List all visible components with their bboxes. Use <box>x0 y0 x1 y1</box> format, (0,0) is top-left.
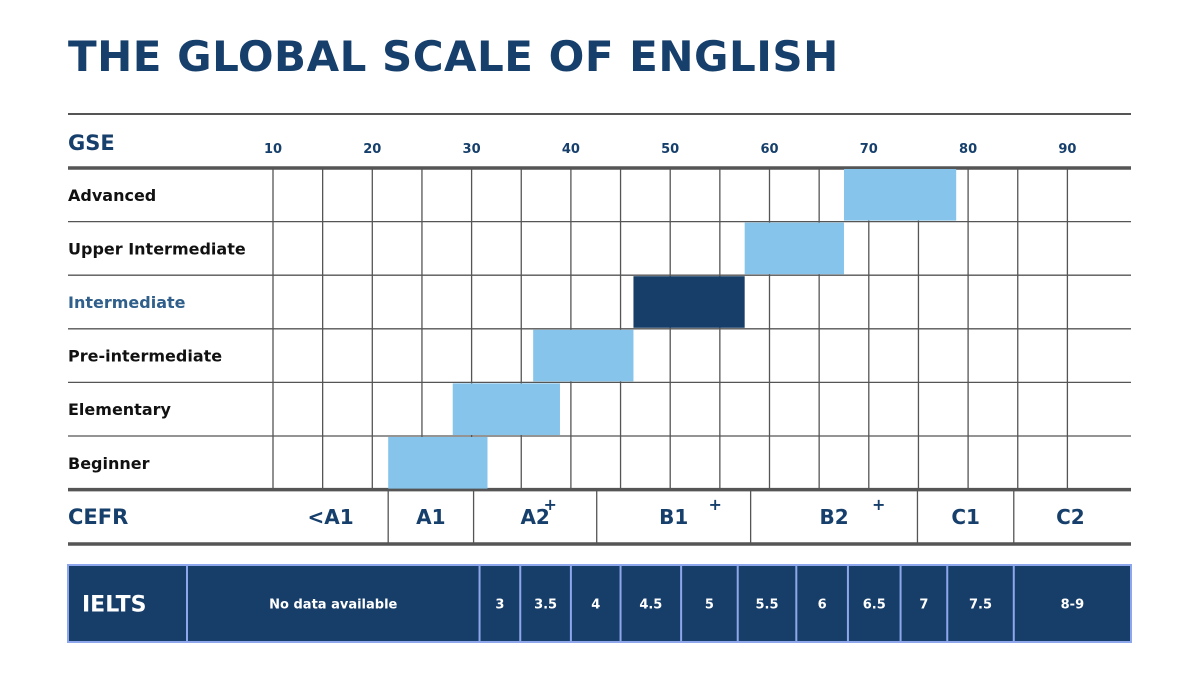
ielts-row: IELTS No data available 3 3.5 4 4.5 5 5.5 6 6.5 7 7… <box>67 564 1132 643</box>
cefr-plus-sign: + <box>708 495 721 514</box>
gse-tick-label: 90 <box>1058 142 1076 157</box>
ielts-score: 7 <box>919 598 928 613</box>
gse-tick-label: 20 <box>363 142 381 157</box>
gse-tick-label: 50 <box>661 142 679 157</box>
gse-tick-label: 60 <box>760 142 778 157</box>
level-label: Pre-intermediate <box>68 347 222 366</box>
cefr-level: A1 <box>416 505 445 529</box>
level-label: Beginner <box>68 454 150 473</box>
ielts-score: 3 <box>495 598 504 613</box>
level-label: Upper Intermediate <box>68 239 246 258</box>
ielts-score: 5.5 <box>756 598 779 613</box>
ielts-label: IELTS <box>82 593 146 618</box>
ielts-score: 3.5 <box>534 598 557 613</box>
level-bar <box>388 437 488 489</box>
ielts-score: No data available <box>269 598 397 613</box>
level-bars <box>388 169 957 489</box>
ielts-score: 4.5 <box>639 598 662 613</box>
gse-tick-labels: 10 20 30 40 50 60 70 80 90 <box>264 142 1076 157</box>
level-bar <box>533 329 634 382</box>
level-bar <box>452 383 560 435</box>
gse-tick-label: 80 <box>959 142 977 157</box>
cefr-bands: <A1 A1 A2+B1+B2+C1 C2 <box>308 489 1085 544</box>
page-title: THE GLOBAL SCALE OF ENGLISH <box>68 32 839 81</box>
cefr-level: B2 <box>819 505 848 529</box>
gse-axis-label: GSE <box>68 131 115 155</box>
level-bar <box>744 222 844 275</box>
cefr-level: A2 <box>520 505 549 529</box>
gse-tick-label: 30 <box>463 142 481 157</box>
ielts-score: 6 <box>818 598 827 613</box>
cefr-plus-sign: + <box>543 495 556 514</box>
cefr-level: <A1 <box>308 505 354 529</box>
cefr-level: C2 <box>1056 505 1085 529</box>
level-label: Advanced <box>68 186 156 205</box>
level-label: Intermediate <box>68 293 186 312</box>
ielts-background <box>67 564 1132 643</box>
gse-tick-label: 70 <box>860 142 878 157</box>
gse-tick-label: 10 <box>264 142 282 157</box>
ielts-score: 6.5 <box>863 598 886 613</box>
level-label: Elementary <box>68 400 172 419</box>
cefr-level: C1 <box>951 505 980 529</box>
cefr-plus-sign: + <box>872 495 885 514</box>
level-bar <box>633 276 745 328</box>
cefr-level: B1 <box>659 505 688 529</box>
ielts-score: 4 <box>591 598 600 613</box>
gse-tick-label: 40 <box>562 142 580 157</box>
level-bar <box>843 169 957 221</box>
ielts-score: 5 <box>705 598 714 613</box>
grid-lines <box>68 113 1131 546</box>
ielts-score: 7.5 <box>969 598 992 613</box>
ielts-score: 8-9 <box>1061 598 1085 613</box>
level-labels: Advanced Upper Intermediate Intermediate Pr… <box>68 186 246 473</box>
cefr-label: CEFR <box>68 505 128 529</box>
